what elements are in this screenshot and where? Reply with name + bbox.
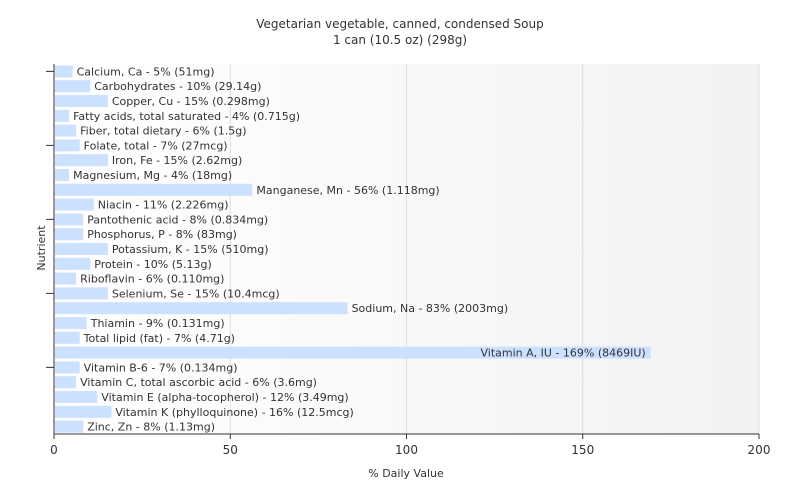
chart-title: Vegetarian vegetable, canned, condensed …: [256, 17, 543, 31]
x-tick-label: 50: [223, 443, 238, 457]
bar: [55, 65, 73, 78]
bar-label: Niacin - 11% (2.226mg): [98, 199, 229, 212]
bar-label: Total lipid (fat) - 7% (4.71g): [83, 332, 235, 345]
bar-label: Fiber, total dietary - 6% (1.5g): [80, 125, 246, 138]
bar: [55, 361, 80, 374]
grid-lines: [229, 64, 760, 434]
bar: [55, 109, 70, 122]
bar-label: Folate, total - 7% (27mcg): [84, 139, 228, 152]
bar-label: Protein - 10% (5.13g): [94, 258, 212, 271]
bar-label: Potassium, K - 15% (510mg): [112, 243, 269, 256]
bar: [55, 139, 80, 152]
bars: Calcium, Ca - 5% (51mg) Carbohydrates - 1…: [55, 65, 651, 434]
bar: [55, 257, 91, 270]
bar: [55, 287, 108, 300]
x-tick-label: 0: [50, 443, 58, 457]
bar-label: Vitamin C, total ascorbic acid - 6% (3.6…: [80, 376, 317, 389]
bar: [55, 420, 84, 433]
bar-label: Vitamin B-6 - 7% (0.134mg): [84, 361, 238, 374]
bar: [55, 80, 91, 93]
bar-label: Fatty acids, total saturated - 4% (0.715…: [73, 110, 300, 123]
x-axis-label: % Daily Value: [368, 467, 444, 480]
bar: [55, 154, 108, 167]
bar: [55, 331, 80, 344]
bar: [55, 228, 84, 241]
bar-label: Vitamin A, IU - 169% (8469IU): [480, 347, 645, 360]
axes: 0 50 100 150 200: [46, 64, 770, 457]
bar: [55, 272, 77, 285]
bar-label: Copper, Cu - 15% (0.298mg): [112, 95, 270, 108]
x-tick-label: 150: [571, 443, 594, 457]
bar-label: Iron, Fe - 15% (2.62mg): [112, 154, 242, 167]
bar: [55, 376, 77, 389]
bar-label: Vitamin E (alpha-tocopherol) - 12% (3.49…: [101, 391, 348, 404]
bar: [55, 405, 112, 418]
bar: [55, 183, 253, 196]
bar: [55, 243, 108, 255]
bar: [55, 213, 84, 226]
bar: [55, 124, 77, 137]
bar-label: Phosphorus, P - 8% (83mg): [87, 228, 237, 241]
bar-label: Calcium, Ca - 5% (51mg): [77, 65, 215, 78]
bar-label: Magnesium, Mg - 4% (18mg): [73, 169, 232, 182]
bar-label: Riboflavin - 6% (0.110mg): [80, 273, 224, 286]
bar-label: Vitamin K (phylloquinone) - 16% (12.5mcg…: [115, 406, 353, 419]
bar-label: Carbohydrates - 10% (29.14g): [94, 80, 261, 93]
chart-subtitle: 1 can (10.5 oz) (298g): [333, 33, 467, 47]
x-tick-label: 100: [395, 443, 418, 457]
bar: [55, 198, 94, 211]
bar-label: Pantothenic acid - 8% (0.834mg): [87, 213, 268, 226]
bar-label: Selenium, Se - 15% (10.4mcg): [112, 287, 280, 300]
bar-label: Zinc, Zn - 8% (1.13mg): [87, 421, 215, 434]
bar-label: Thiamin - 9% (0.131mg): [90, 317, 225, 330]
y-axis-label: Nutrient: [35, 225, 48, 271]
bar: [55, 391, 98, 403]
bar: [55, 169, 70, 181]
bar: [55, 302, 348, 315]
bar: [55, 95, 108, 107]
bar: [55, 346, 651, 359]
bar: [55, 317, 87, 329]
bar-label: Sodium, Na - 83% (2003mg): [352, 302, 509, 315]
bar-label: Manganese, Mn - 56% (1.118mg): [256, 184, 439, 197]
x-tick-label: 200: [748, 443, 771, 457]
